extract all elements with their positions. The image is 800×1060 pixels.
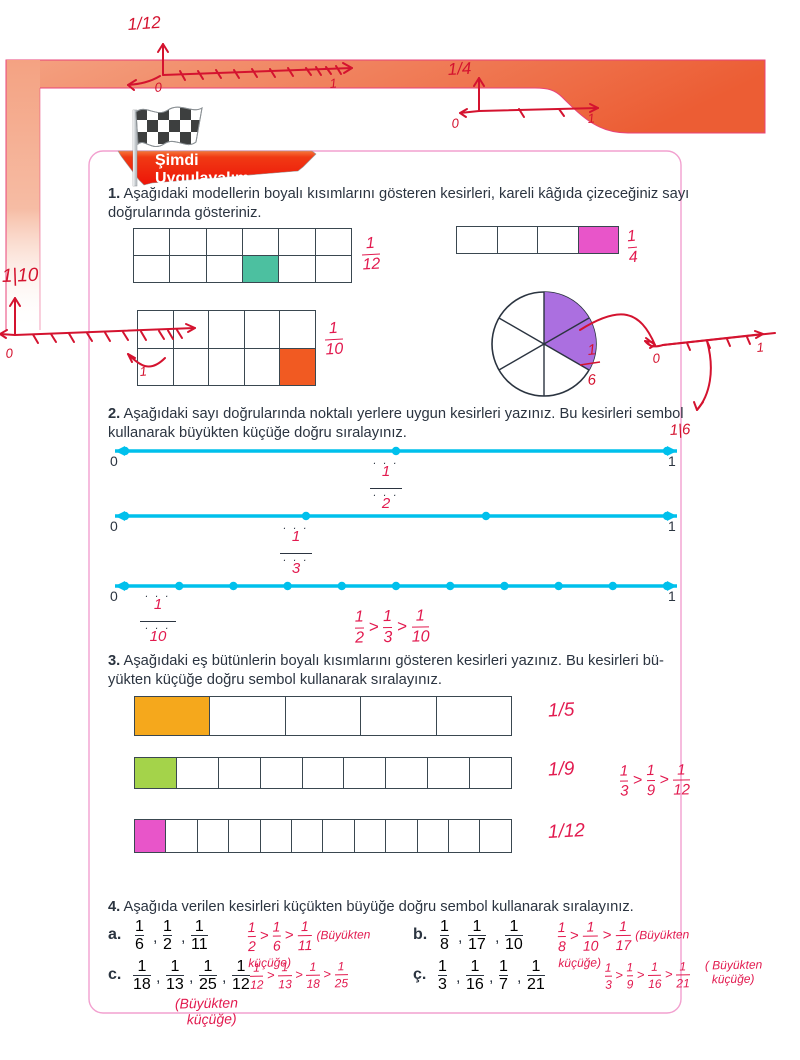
svg-text:1: 1 [329,75,338,91]
svg-text:1: 1 [587,110,596,126]
svg-text:0: 0 [451,115,460,131]
svg-text:1/4: 1/4 [447,59,472,79]
svg-text:1: 1 [756,339,765,355]
svg-text:0: 0 [5,345,14,361]
svg-text:1|10: 1|10 [1,265,39,287]
svg-text:1: 1 [139,363,148,379]
svg-text:0: 0 [154,79,163,95]
svg-text:0: 0 [652,350,661,366]
svg-text:1/12: 1/12 [127,13,162,34]
svg-text:1|6: 1|6 [669,421,691,439]
svg-text:1: 1 [587,341,597,359]
